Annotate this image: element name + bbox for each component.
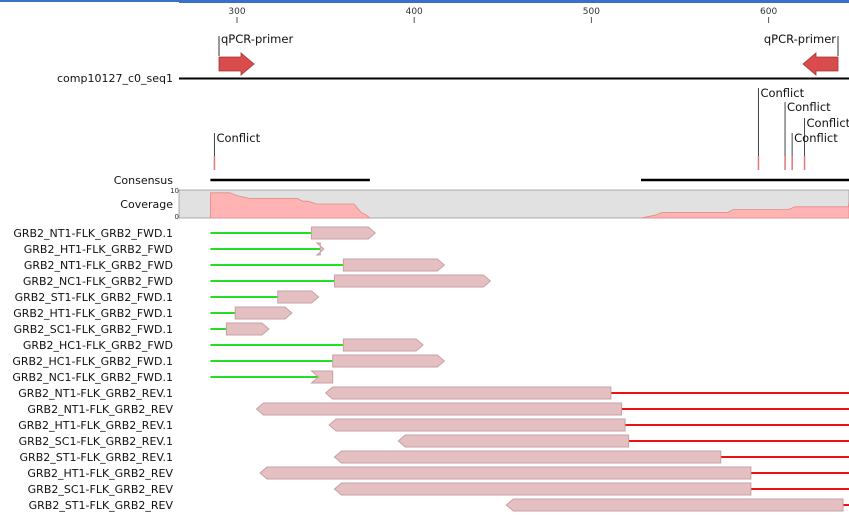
primer-label: qPCR-primer <box>764 32 836 46</box>
read-arrow[interactable] <box>315 242 325 256</box>
read-name[interactable]: GRB2_NT1-FLK_GRB2_REV.1 <box>18 387 173 400</box>
read-name[interactable]: GRB2_NT1-FLK_GRB2_REV <box>27 403 173 416</box>
conflict-label: Conflict <box>807 116 849 130</box>
read-name[interactable]: GRB2_HC1-FLK_GRB2_FWD <box>23 339 173 352</box>
primer-annotations[interactable]: qPCR-primer qPCR-primer <box>218 32 839 76</box>
primer-reverse[interactable]: qPCR-primer <box>764 32 839 76</box>
read-row[interactable]: GRB2_NC1-FLK_GRB2_FWD.1 <box>12 370 334 384</box>
read-row[interactable]: GRB2_SC1-FLK_GRB2_REV <box>28 482 849 496</box>
ruler-tick-label: 400 <box>406 7 423 17</box>
consensus-label: Consensus <box>114 174 174 187</box>
conflict-marker[interactable]: Conflict <box>803 116 849 170</box>
read-name[interactable]: GRB2_NT1-FLK_GRB2_FWD <box>24 259 173 272</box>
ruler-tick-label: 500 <box>583 7 600 17</box>
read-row[interactable]: GRB2_HT1-FLK_GRB2_FWD.1 <box>13 306 293 320</box>
read-row[interactable]: GRB2_NT1-FLK_GRB2_REV.1 <box>18 386 849 400</box>
read-arrow[interactable] <box>342 338 424 352</box>
coverage-max-label: 10 <box>170 187 179 195</box>
conflict-marker[interactable]: Conflict <box>791 131 838 170</box>
reference-track[interactable]: comp10127_c0_seq1 <box>57 72 849 85</box>
read-row[interactable]: GRB2_HT1-FLK_GRB2_REV <box>27 466 849 480</box>
read-name[interactable]: GRB2_SC1-FLK_GRB2_REV <box>28 483 174 496</box>
read-row[interactable]: GRB2_HC1-FLK_GRB2_FWD.1 <box>12 354 446 368</box>
coverage-min-label: 0 <box>175 213 179 221</box>
read-name[interactable]: GRB2_SC1-FLK_GRB2_REV.1 <box>19 435 173 448</box>
read-row[interactable]: GRB2_NC1-FLK_GRB2_FWD <box>23 274 492 288</box>
read-arrow[interactable] <box>333 274 492 288</box>
read-row[interactable]: GRB2_ST1-FLK_GRB2_REV <box>29 498 849 512</box>
read-arrow[interactable] <box>328 418 626 432</box>
ruler-tick-label: 600 <box>760 7 777 17</box>
read-name[interactable]: GRB2_HT1-FLK_GRB2_FWD <box>24 243 173 256</box>
read-row[interactable]: GRB2_NT1-FLK_GRB2_REV <box>27 402 849 416</box>
read-arrow[interactable] <box>342 258 446 272</box>
read-row[interactable]: GRB2_ST1-FLK_GRB2_REV.1 <box>20 450 849 464</box>
read-row[interactable]: GRB2_NT1-FLK_GRB2_FWD <box>24 258 446 272</box>
primer-label: qPCR-primer <box>221 32 293 46</box>
conflict-marker[interactable]: Conflict <box>757 86 805 170</box>
read-arrow[interactable] <box>310 226 376 240</box>
read-row[interactable]: GRB2_HC1-FLK_GRB2_FWD <box>23 338 424 352</box>
read-arrow[interactable] <box>333 482 752 496</box>
read-alignments[interactable]: GRB2_NT1-FLK_GRB2_FWD.1 GRB2_HT1-FLK_GRB2… <box>12 226 849 512</box>
read-name[interactable]: GRB2_ST1-FLK_GRB2_FWD.1 <box>15 291 173 304</box>
read-name[interactable]: GRB2_NT1-FLK_GRB2_FWD.1 <box>13 227 173 240</box>
read-row[interactable]: GRB2_SC1-FLK_GRB2_FWD.1 <box>14 322 270 336</box>
read-name[interactable]: GRB2_HT1-FLK_GRB2_FWD.1 <box>13 307 173 320</box>
read-row[interactable]: GRB2_ST1-FLK_GRB2_FWD.1 <box>15 290 320 304</box>
coverage-area[interactable] <box>210 192 372 219</box>
read-name[interactable]: GRB2_HT1-FLK_GRB2_REV <box>27 467 173 480</box>
conflict-marker[interactable]: Conflict <box>784 100 831 170</box>
read-name[interactable]: GRB2_SC1-FLK_GRB2_FWD.1 <box>14 323 173 336</box>
read-name[interactable]: GRB2_NC1-FLK_GRB2_FWD <box>23 275 173 288</box>
read-row[interactable]: GRB2_NT1-FLK_GRB2_FWD.1 <box>13 226 376 240</box>
read-arrow[interactable] <box>234 306 293 320</box>
read-arrow[interactable] <box>259 466 752 480</box>
conflict-label: Conflict <box>216 131 260 145</box>
read-arrow[interactable] <box>333 450 722 464</box>
primer-forward[interactable]: qPCR-primer <box>218 32 293 76</box>
read-arrow[interactable] <box>225 322 270 336</box>
read-name[interactable]: GRB2_ST1-FLK_GRB2_REV.1 <box>20 451 173 464</box>
reference-name[interactable]: comp10127_c0_seq1 <box>57 72 173 85</box>
ruler-tick-label: 300 <box>228 7 245 17</box>
read-arrow[interactable] <box>397 434 630 448</box>
primer-arrow[interactable] <box>218 52 255 76</box>
read-arrow[interactable] <box>310 370 334 384</box>
coverage-area[interactable] <box>640 201 849 219</box>
coverage-track[interactable]: Coverage 10 0 <box>120 187 849 221</box>
read-arrow[interactable] <box>332 354 446 368</box>
read-name[interactable]: GRB2_HC1-FLK_GRB2_FWD.1 <box>12 355 173 368</box>
read-name[interactable]: GRB2_HT1-FLK_GRB2_REV.1 <box>18 419 173 432</box>
consensus-track[interactable]: Consensus <box>114 174 849 187</box>
coverage-label: Coverage <box>120 198 173 211</box>
read-row[interactable]: GRB2_HT1-FLK_GRB2_FWD <box>24 242 325 256</box>
read-arrow[interactable] <box>277 290 320 304</box>
read-arrow[interactable] <box>324 386 612 400</box>
read-row[interactable]: GRB2_SC1-FLK_GRB2_REV.1 <box>19 434 849 448</box>
primer-arrow[interactable] <box>802 52 839 76</box>
read-arrow[interactable] <box>505 498 844 512</box>
read-name[interactable]: GRB2_NC1-FLK_GRB2_FWD.1 <box>12 371 173 384</box>
conflict-label: Conflict <box>794 131 838 145</box>
conflict-marker[interactable]: Conflict <box>213 131 261 170</box>
conflict-label: Conflict <box>787 100 831 114</box>
read-name[interactable]: GRB2_ST1-FLK_GRB2_REV <box>29 499 174 512</box>
read-row[interactable]: GRB2_HT1-FLK_GRB2_REV.1 <box>18 418 849 432</box>
position-ruler: 300 400 500 600 <box>179 2 849 23</box>
read-arrow[interactable] <box>255 402 623 416</box>
conflict-label: Conflict <box>760 86 804 100</box>
window-top-border <box>0 0 849 2</box>
